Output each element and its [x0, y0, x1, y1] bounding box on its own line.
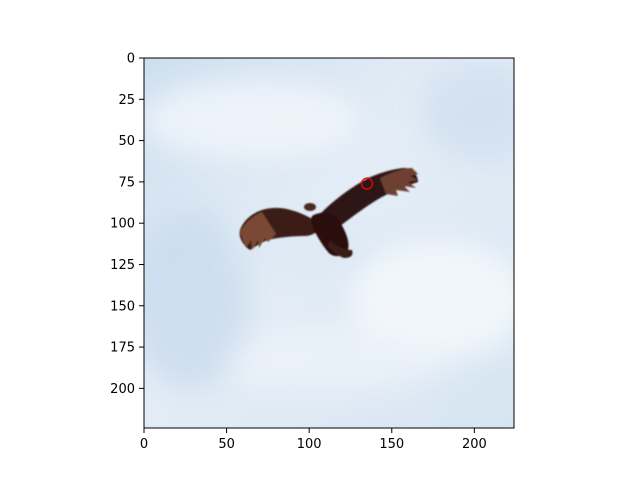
x-tick-label: 100 [297, 437, 322, 452]
y-tick-label: 125 [110, 258, 135, 273]
y-tick-label: 75 [118, 175, 135, 190]
x-tick-label: 50 [218, 437, 235, 452]
y-tick-label: 0 [127, 52, 135, 67]
x-axis: 0 50 100 150 200 [140, 428, 487, 452]
cloud-wisps [144, 60, 514, 395]
y-axis: 0 25 50 75 100 125 150 175 200 [110, 52, 144, 397]
y-tick-label: 100 [110, 217, 135, 232]
x-tick-label: 0 [140, 437, 148, 452]
y-tick-label: 25 [118, 93, 135, 108]
bird [239, 168, 418, 258]
annotation-point-circle [360, 177, 374, 190]
y-tick-label: 200 [110, 382, 135, 397]
y-tick-label: 150 [110, 299, 135, 314]
y-tick-label: 50 [118, 134, 135, 149]
x-tick-label: 200 [462, 437, 487, 452]
x-tick-label: 150 [379, 437, 404, 452]
axes-frame [143, 57, 515, 429]
sky-photo [144, 58, 514, 428]
y-tick-label: 175 [110, 341, 135, 356]
annotation-markers [360, 177, 374, 190]
